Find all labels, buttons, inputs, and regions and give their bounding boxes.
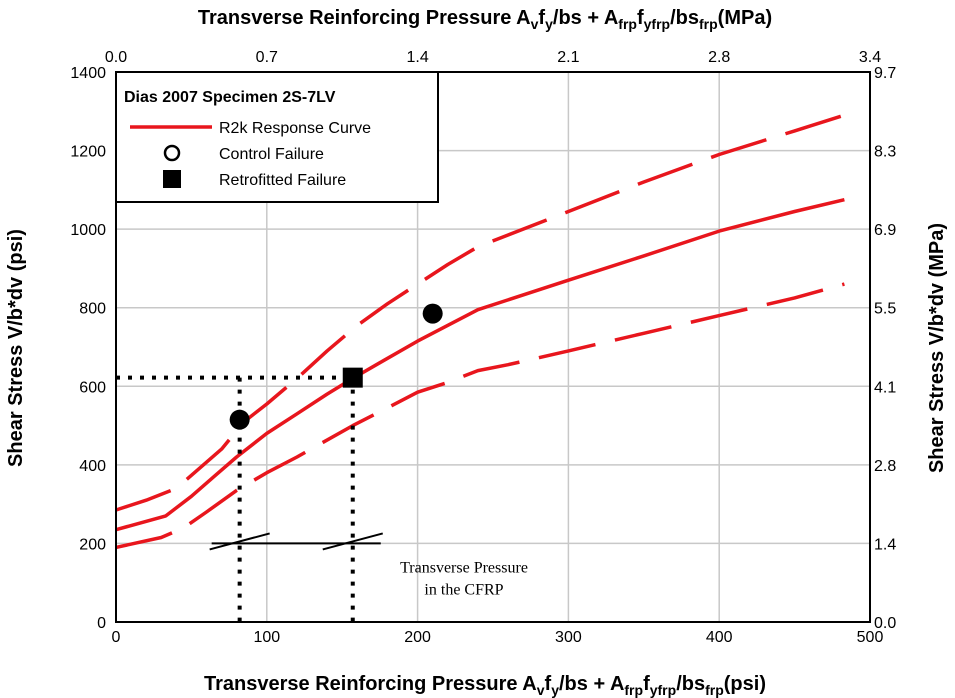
- x-axis-title-bottom: Transverse Reinforcing Pressure Avfy/bs …: [204, 673, 766, 698]
- x-tick-label: 100: [253, 629, 280, 646]
- x-top-tick-label: 3.4: [859, 49, 881, 66]
- y-right-tick-label: 9.7: [874, 65, 896, 82]
- annotation-text: Transverse Pressure: [400, 559, 528, 576]
- x-tick-label: 500: [857, 629, 884, 646]
- y-axis-title-left: Shear Stress V/b*dv (psi): [5, 229, 27, 467]
- plot-frame: [115, 71, 871, 623]
- y-right-tick-label: 5.5: [874, 301, 896, 318]
- y-right-tick-label: 1.4: [874, 536, 896, 553]
- y-right-tick-label: 4.1: [874, 379, 896, 396]
- x-tick-label: 300: [555, 629, 582, 646]
- legend-title: Dias 2007 Specimen 2S-7LV: [124, 89, 336, 106]
- y-axis-title-right: Shear Stress V/b*dv (MPa): [926, 223, 948, 473]
- control-failure-marker: [229, 409, 250, 430]
- y-tick-label: 600: [79, 379, 106, 396]
- legend-entry-label: Retrofitted Failure: [219, 172, 346, 189]
- legend-entry-label: Control Failure: [219, 146, 324, 163]
- y-tick-label: 1000: [70, 222, 106, 239]
- x-axis-title-top: Transverse Reinforcing Pressure Avfy/bs …: [198, 7, 772, 32]
- y-tick-label: 400: [79, 458, 106, 475]
- y-tick-label: 0: [97, 615, 106, 632]
- y-right-tick-label: 0.0: [874, 615, 896, 632]
- y-tick-label: 200: [79, 536, 106, 553]
- annotation-tick-right: [322, 532, 384, 551]
- y-right-tick-label: 8.3: [874, 144, 896, 161]
- x-top-tick-label: 0.7: [256, 49, 278, 66]
- cfrp-annotation: Transverse Pressure in the CFRP: [209, 532, 528, 598]
- legend-circle-swatch: [163, 144, 181, 162]
- x-top-tick-label: 2.8: [708, 49, 730, 66]
- x-tick-label: 400: [706, 629, 733, 646]
- x-tick-label: 0: [112, 629, 121, 646]
- x-top-tick-label: 0.0: [105, 49, 127, 66]
- annotation-text: in the CFRP: [424, 581, 503, 598]
- x-top-tick-label: 1.4: [406, 49, 428, 66]
- reference-lines: [116, 375, 355, 622]
- failure-points: [229, 303, 443, 430]
- legend-square-swatch: [163, 170, 181, 188]
- control-failure-marker: [422, 303, 443, 324]
- x-top-tick-label: 2.1: [557, 49, 579, 66]
- annotation-tick-left: [209, 532, 270, 551]
- y-tick-label: 1200: [70, 144, 106, 161]
- y-right-tick-label: 6.9: [874, 222, 896, 239]
- response-curve: [115, 197, 845, 532]
- y-tick-label: 1400: [70, 65, 106, 82]
- y-tick-label: 800: [79, 301, 106, 318]
- legend: Dias 2007 Specimen 2S-7LV R2k Response Cu…: [115, 71, 439, 203]
- bound-curve-dashed: [115, 282, 845, 550]
- y-right-tick-label: 2.8: [874, 458, 896, 475]
- retrofitted-failure-marker: [342, 367, 363, 388]
- x-sub-v: v: [537, 682, 545, 698]
- x-tick-label: 200: [404, 629, 431, 646]
- bound-curve-dashed: [115, 113, 845, 512]
- legend-entry-label: R2k Response Curve: [219, 120, 371, 137]
